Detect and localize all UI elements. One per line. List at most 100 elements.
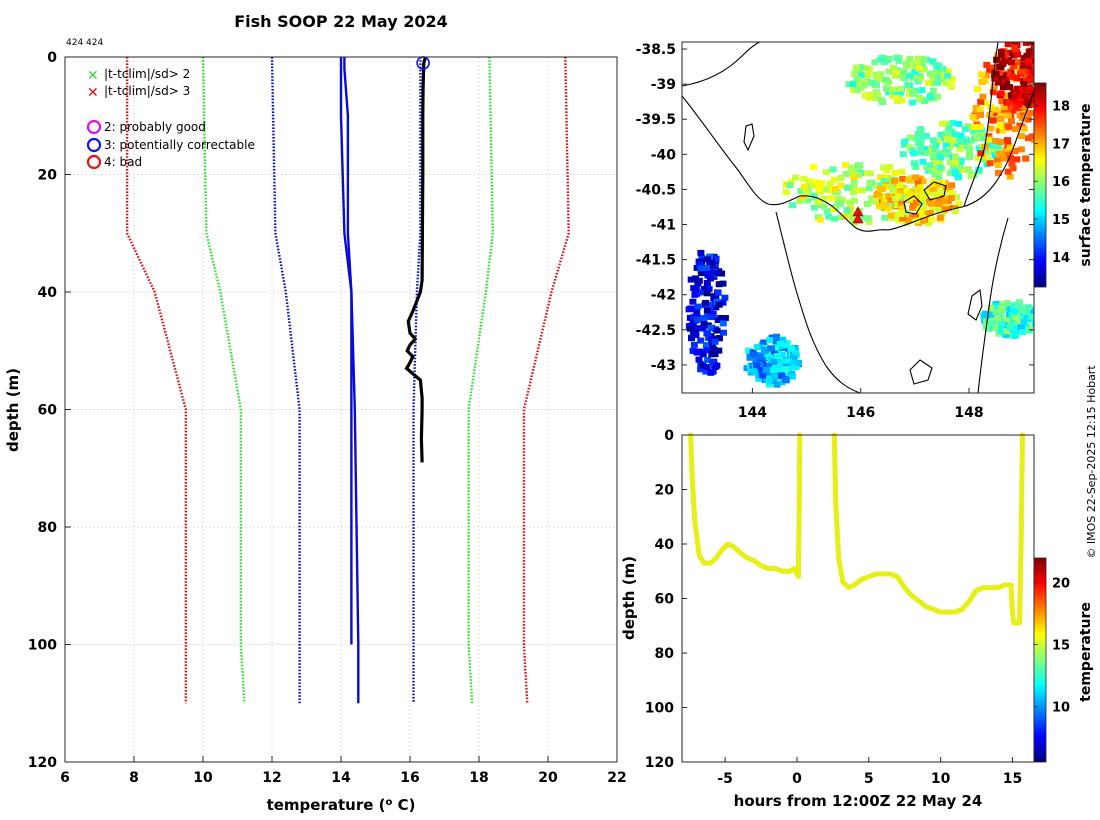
legend-label-sd3: |t-tclim|/sd> 3 — [104, 84, 190, 98]
sst-pixel — [979, 156, 987, 163]
sst-pixel — [1006, 144, 1014, 151]
sst-pixel — [719, 280, 727, 287]
sst-pixel — [700, 320, 708, 327]
profile-x-tick-label: 12 — [262, 770, 281, 786]
sst-pixel — [999, 127, 1007, 134]
sst-pixel — [697, 265, 705, 272]
sst-pixel — [830, 176, 838, 183]
sst-pixel — [978, 71, 986, 78]
sst-pixel — [928, 216, 936, 223]
sst-pixel — [1008, 95, 1016, 102]
sst-pixel — [993, 56, 1001, 63]
sst-pixel — [778, 351, 786, 358]
sst-pixel — [781, 342, 789, 349]
sst-pixel — [694, 325, 702, 332]
sst-pixel — [712, 256, 720, 262]
sst-pixel — [991, 324, 999, 331]
sst-pixel — [1007, 92, 1015, 99]
sst-pixel — [772, 344, 780, 351]
sst-pixel — [872, 89, 880, 96]
sst-pixel — [915, 204, 923, 210]
sst-pixel — [1030, 42, 1034, 49]
sst-pixel — [851, 71, 859, 77]
sst-pixel — [926, 210, 934, 216]
sst-pixel — [694, 316, 701, 323]
sst-pixel — [914, 187, 922, 193]
sst-pixel — [695, 277, 703, 284]
sst-pixel — [703, 264, 711, 271]
sst-pixel — [951, 131, 959, 138]
sst-pixel — [997, 312, 1005, 319]
sst-pixel — [698, 255, 706, 262]
sst-pixel — [718, 270, 726, 277]
sst-pixel — [966, 149, 974, 156]
map-cbar-tick-label: 14 — [1052, 251, 1070, 266]
sst-pixel — [1012, 104, 1020, 111]
sst-pixel — [910, 91, 918, 98]
sst-pixel — [877, 71, 885, 78]
sst-pixel — [906, 144, 914, 151]
map-cbar-tick-label: 17 — [1052, 137, 1070, 152]
sst-pixel — [927, 200, 935, 207]
sst-pixel — [910, 63, 918, 69]
figure-title: Fish SOOP 22 May 2024 — [234, 12, 448, 31]
sst-pixel — [782, 366, 790, 373]
sst-pixel — [973, 104, 980, 111]
sst-pixel — [858, 187, 866, 194]
sst-pixel — [1025, 58, 1033, 65]
sst-pixel — [939, 66, 947, 73]
sst-pixel — [1024, 116, 1032, 123]
sst-pixel — [855, 172, 862, 179]
sst-pixel — [868, 195, 876, 202]
sst-pixel — [786, 182, 794, 189]
sst-pixel — [706, 268, 714, 275]
sst-pixel — [769, 378, 777, 385]
sst-pixel — [760, 346, 768, 353]
sst-pixel — [829, 166, 837, 173]
legend-item-qc2: 2: probably good — [86, 119, 206, 135]
sst-pixel — [894, 193, 902, 200]
sst-pixel — [899, 215, 907, 222]
sst-pixel — [753, 344, 761, 351]
sst-pixel — [906, 191, 914, 198]
sst-pixel — [982, 72, 990, 79]
sst-pixel — [912, 174, 920, 181]
sst-pixel — [921, 146, 928, 153]
sst-pixel — [892, 188, 900, 195]
sst-pixel — [944, 72, 952, 79]
sst-pixel — [989, 320, 997, 326]
sst-pixel — [889, 86, 897, 93]
sst-pixel — [931, 171, 939, 178]
sst-pixel — [831, 215, 839, 222]
sst-pixel — [926, 162, 934, 169]
sst-pixel — [1002, 332, 1010, 338]
map-cbar-tick-label: 18 — [1052, 100, 1070, 115]
sst-pixel — [1004, 168, 1012, 175]
sst-pixel — [1036, 62, 1043, 68]
sst-pixel — [995, 151, 1003, 157]
sst-pixel — [940, 198, 948, 205]
map-x-tick-label: 148 — [954, 405, 983, 421]
map-y-tick-label: -39.5 — [636, 112, 676, 128]
sst-pixel — [693, 307, 701, 314]
sst-pixel — [970, 124, 978, 130]
sst-pixel — [852, 64, 860, 71]
sst-pixel — [919, 200, 927, 206]
sst-pixel — [878, 97, 885, 104]
sst-pixel — [897, 211, 905, 218]
sst-pixel — [934, 201, 942, 208]
profile-legend: ✕ |t-tclim|/sd> 2 ✕ |t-tclim|/sd> 3 2: p… — [86, 67, 255, 170]
profile-y-tick-label: 0 — [47, 50, 57, 66]
sst-pixel — [957, 132, 965, 139]
sst-pixel — [974, 86, 981, 93]
sst-pixel — [1044, 75, 1051, 81]
sst-pixel — [686, 314, 694, 321]
sst-pixel — [1013, 75, 1021, 82]
sst-pixel — [815, 186, 823, 192]
sst-pixel — [823, 169, 830, 176]
sst-pixel — [791, 344, 799, 351]
track-y-tick-label: 0 — [664, 428, 674, 444]
series--1-sd — [270, 56, 301, 704]
sst-pixel — [938, 211, 946, 217]
map-cbar-tick-label: 15 — [1052, 213, 1070, 228]
